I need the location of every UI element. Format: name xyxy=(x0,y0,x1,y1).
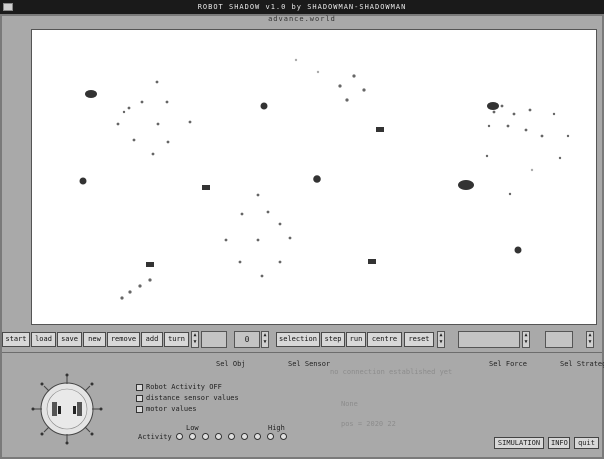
centre-button[interactable]: centre xyxy=(367,332,402,347)
reset-spinner[interactable]: ▲ ▼ xyxy=(437,331,445,348)
robot-activity-label: Robot Activity OFF xyxy=(146,383,222,391)
start-button[interactable]: start xyxy=(2,332,30,347)
selected-force-label: Sel Force xyxy=(489,360,527,368)
activity-level-radio[interactable] xyxy=(228,433,235,440)
turn-button[interactable]: turn xyxy=(164,332,189,347)
extra-spinner[interactable]: ▲ ▼ xyxy=(586,331,594,348)
activity-level-radio[interactable] xyxy=(215,433,222,440)
turn-spinner[interactable]: ▲ ▼ xyxy=(191,331,199,348)
selected-sensor-label: Sel Sensor xyxy=(288,360,331,368)
quit-button[interactable]: quit xyxy=(574,437,599,449)
activity-level-radio[interactable] xyxy=(189,433,196,440)
robot-activity-toggle[interactable]: Robot Activity OFF xyxy=(136,383,222,391)
position-readout: pos = 2020 22 xyxy=(341,420,396,428)
angle-spinner[interactable]: ▲ ▼ xyxy=(261,331,269,348)
motor-values-label: motor values xyxy=(146,405,197,413)
distance-sensor-checkbox[interactable] xyxy=(136,394,143,402)
value-spinner[interactable]: ▲ ▼ xyxy=(522,331,530,348)
step-button[interactable]: step xyxy=(321,332,345,347)
robot-activity-checkbox[interactable] xyxy=(136,383,143,391)
activity-level-radio[interactable] xyxy=(280,433,287,440)
distance-sensor-toggle[interactable]: distance sensor values xyxy=(136,394,239,402)
selected-strategy-label: Sel Strategy xyxy=(560,360,604,368)
activity-level-radio[interactable] xyxy=(202,433,209,440)
activity-level-radio[interactable] xyxy=(267,433,274,440)
status-sub: None xyxy=(341,400,358,408)
activity-low-label: Low xyxy=(186,424,199,432)
window-title: ROBOT SHADOW v1.0 by SHADOWMAN-SHADOWMAN xyxy=(197,3,407,11)
robot-diagram xyxy=(31,373,103,445)
turn-angle-field[interactable] xyxy=(201,331,227,348)
activity-high-label: High xyxy=(268,424,285,432)
motor-values-checkbox[interactable] xyxy=(136,405,143,413)
load-button[interactable]: load xyxy=(31,332,56,347)
add-button[interactable]: add xyxy=(141,332,163,347)
command-toolbar: start load save new remove add turn ▲ ▼ 0… xyxy=(2,331,602,348)
save-button[interactable]: save xyxy=(57,332,82,347)
reset-button[interactable]: reset xyxy=(404,332,434,347)
angle-value-field[interactable]: 0 xyxy=(234,331,260,348)
new-button[interactable]: new xyxy=(83,332,106,347)
activity-level-radio[interactable] xyxy=(254,433,261,440)
selected-object-label: Sel Obj xyxy=(216,360,246,368)
run-button[interactable]: run xyxy=(346,332,366,347)
window-title-bar: ROBOT SHADOW v1.0 by SHADOWMAN-SHADOWMAN xyxy=(0,0,604,14)
world-file-name: advance.world xyxy=(268,15,336,23)
activity-level-radio[interactable] xyxy=(176,433,183,440)
motor-values-toggle[interactable]: motor values xyxy=(136,405,197,413)
activity-label: Activity xyxy=(138,433,172,441)
info-button[interactable]: INFO xyxy=(548,437,570,449)
world-canvas[interactable] xyxy=(31,29,597,325)
distance-sensor-label: distance sensor values xyxy=(146,394,239,402)
system-menu-button[interactable] xyxy=(3,3,13,11)
world-objects xyxy=(79,58,570,300)
extra-field[interactable] xyxy=(545,331,573,348)
selection-button[interactable]: selection xyxy=(276,332,320,347)
connection-status: no connection established yet xyxy=(330,368,453,376)
simulation-button[interactable]: SIMULATION xyxy=(494,437,544,449)
value-field[interactable] xyxy=(458,331,520,348)
remove-button[interactable]: remove xyxy=(107,332,140,347)
activity-level-radio[interactable] xyxy=(241,433,248,440)
